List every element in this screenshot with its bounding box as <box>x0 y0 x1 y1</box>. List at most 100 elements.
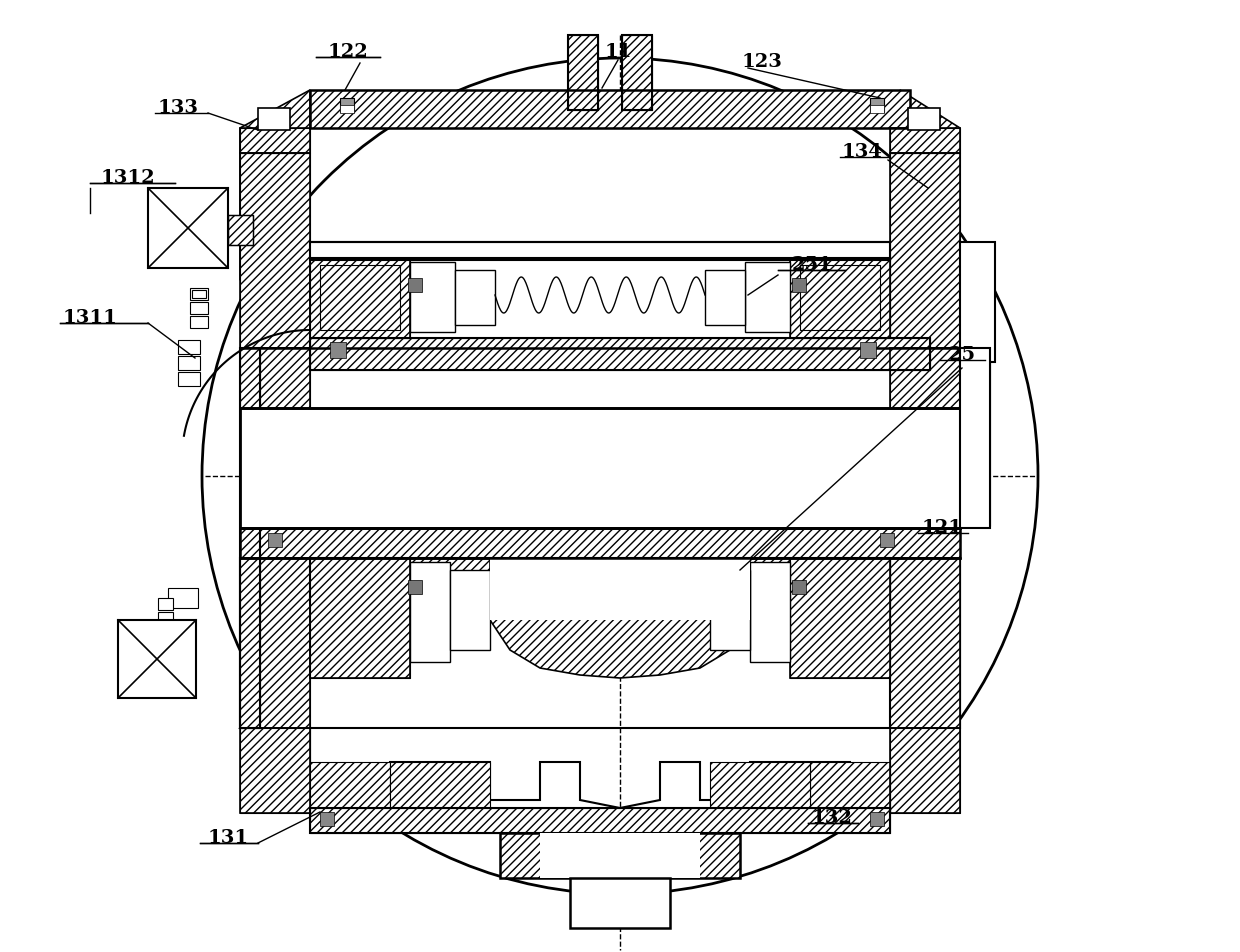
Bar <box>572 880 618 925</box>
Bar <box>241 128 310 153</box>
Bar <box>962 350 990 526</box>
Bar <box>960 348 990 528</box>
Bar <box>870 98 884 112</box>
Bar <box>241 348 310 543</box>
Bar <box>190 302 208 314</box>
Bar <box>192 290 206 298</box>
Bar <box>310 808 890 833</box>
Bar <box>157 598 174 610</box>
Bar <box>750 562 790 662</box>
Bar <box>790 258 890 338</box>
Bar <box>960 242 994 362</box>
Bar <box>310 338 930 370</box>
Text: 251: 251 <box>791 256 832 274</box>
Polygon shape <box>241 90 310 280</box>
Bar <box>450 570 490 650</box>
Text: 121: 121 <box>921 519 962 537</box>
Text: 131: 131 <box>207 829 248 847</box>
Bar <box>241 728 310 813</box>
Bar <box>179 356 200 370</box>
Bar <box>241 348 310 543</box>
Bar <box>539 833 701 878</box>
Bar <box>241 528 960 558</box>
Bar <box>410 262 455 332</box>
Bar <box>410 562 450 662</box>
Bar <box>190 316 208 328</box>
Bar <box>792 580 806 594</box>
Bar <box>408 580 422 594</box>
Bar <box>157 612 174 624</box>
Bar <box>890 153 960 348</box>
Bar <box>500 833 740 878</box>
Text: 122: 122 <box>327 43 368 61</box>
Bar <box>241 558 310 728</box>
Text: 11: 11 <box>604 43 631 61</box>
Bar <box>412 264 453 329</box>
Bar <box>310 762 391 812</box>
Bar <box>340 105 353 113</box>
Bar <box>622 35 652 110</box>
Bar <box>310 258 410 338</box>
Text: 133: 133 <box>157 99 198 117</box>
Bar <box>622 35 652 110</box>
Bar <box>241 348 260 728</box>
Bar <box>746 264 787 329</box>
Text: 1311: 1311 <box>62 309 118 327</box>
Bar <box>320 265 401 330</box>
Bar <box>167 588 198 608</box>
Bar <box>241 728 310 813</box>
Text: 123: 123 <box>742 53 782 71</box>
Bar <box>890 128 960 153</box>
Bar <box>745 262 790 332</box>
Bar <box>310 258 410 338</box>
Bar <box>310 90 910 128</box>
Bar <box>330 342 346 358</box>
Text: 25: 25 <box>949 346 976 364</box>
Bar <box>228 215 253 245</box>
Bar <box>310 558 410 678</box>
Bar <box>310 90 910 128</box>
Bar <box>455 270 495 325</box>
Bar <box>490 558 750 620</box>
Bar <box>890 728 960 813</box>
Bar <box>711 570 750 650</box>
Bar <box>260 110 288 128</box>
Polygon shape <box>490 558 750 678</box>
Bar <box>179 372 200 386</box>
Bar <box>310 558 890 603</box>
Bar <box>751 564 787 659</box>
Bar <box>790 558 890 678</box>
Bar <box>707 272 743 322</box>
Text: 1312: 1312 <box>100 169 155 187</box>
Bar <box>118 620 196 698</box>
Bar <box>890 348 960 543</box>
Bar <box>880 533 894 547</box>
Bar <box>241 153 310 348</box>
Bar <box>711 762 810 812</box>
Bar <box>792 278 806 292</box>
Bar <box>910 110 937 128</box>
Bar <box>310 338 930 370</box>
Bar <box>570 878 670 928</box>
Bar <box>800 265 880 330</box>
Bar <box>500 833 740 878</box>
Bar <box>453 572 489 647</box>
Bar <box>890 153 960 348</box>
Bar <box>179 340 200 354</box>
Bar <box>908 108 940 130</box>
Bar <box>310 558 890 603</box>
Bar <box>241 128 310 153</box>
Bar <box>391 762 490 812</box>
Bar <box>258 108 290 130</box>
Bar <box>870 812 884 826</box>
Bar <box>268 533 281 547</box>
Bar <box>861 342 875 358</box>
Bar <box>810 762 890 812</box>
Bar <box>148 188 228 268</box>
Bar <box>890 558 960 728</box>
Bar <box>310 242 890 260</box>
Bar <box>706 270 745 325</box>
Bar <box>241 348 260 728</box>
Bar <box>241 528 960 558</box>
Bar <box>241 153 310 348</box>
